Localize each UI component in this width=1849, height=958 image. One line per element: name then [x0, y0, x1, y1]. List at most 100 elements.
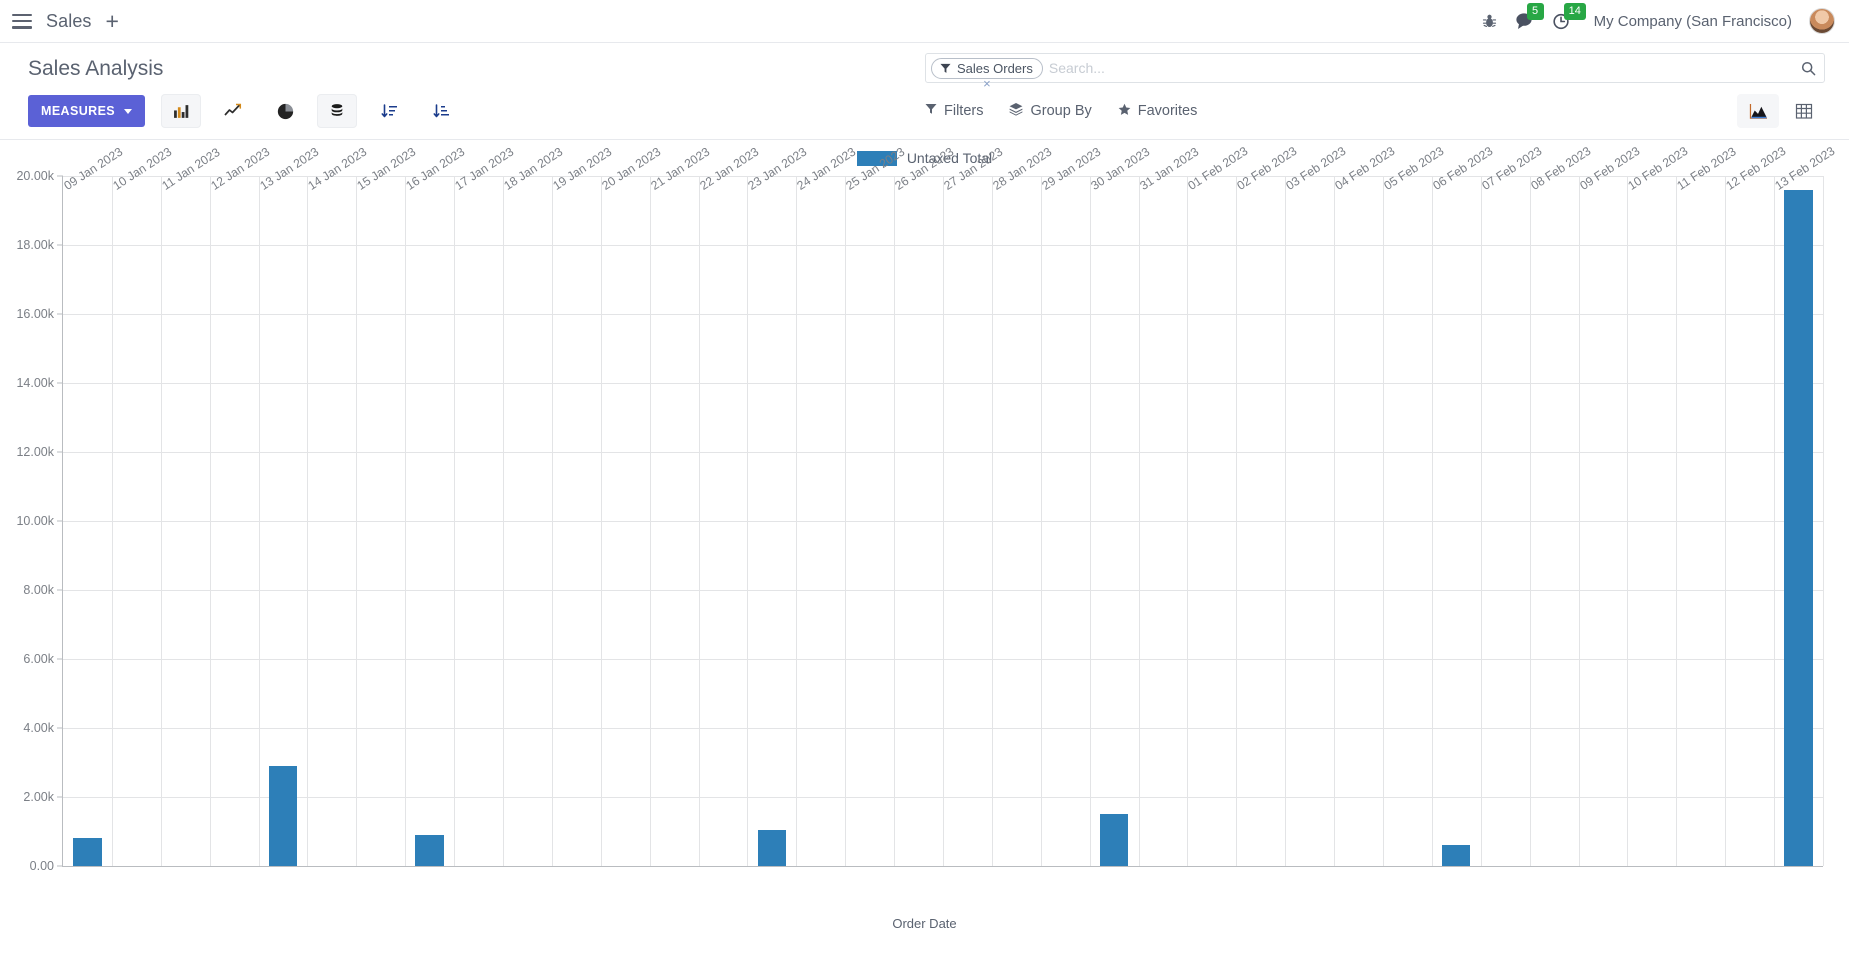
grid-line-vertical	[796, 176, 798, 866]
grid-line-vertical	[1236, 176, 1238, 866]
chart-bar[interactable]	[1784, 189, 1813, 866]
search-input[interactable]	[1042, 55, 1795, 81]
grid-line-vertical	[943, 176, 944, 866]
graph-view-icon[interactable]	[1737, 94, 1779, 128]
company-name[interactable]: My Company (San Francisco)	[1593, 12, 1792, 30]
chart-bar[interactable]	[757, 829, 787, 866]
legend-label: Untaxed Total	[906, 150, 993, 166]
search-icon[interactable]	[1795, 61, 1816, 76]
grid-line-vertical	[991, 176, 993, 866]
filters-dropdown[interactable]: Filters	[925, 103, 983, 119]
measures-label: Measures	[41, 104, 116, 118]
line-chart-icon[interactable]	[213, 94, 253, 128]
app-name[interactable]: Sales	[46, 10, 92, 31]
messages-badge: 5	[1526, 2, 1544, 20]
chart-bar[interactable]	[268, 765, 298, 866]
grid-line-vertical	[845, 176, 847, 866]
y-axis-tick: 20.00k	[16, 169, 54, 183]
grid-line-vertical	[1089, 176, 1091, 866]
grid-line-vertical	[649, 176, 651, 866]
filter-icon	[940, 63, 951, 74]
grid-line-vertical	[1529, 176, 1531, 866]
bar-chart-icon[interactable]	[161, 94, 202, 128]
top-navbar: Sales + 5 14 My Company (San Francisco)	[0, 0, 1849, 43]
group-by-dropdown[interactable]: Group By	[1009, 102, 1092, 120]
y-axis-tick-mark	[57, 313, 63, 315]
messages-icon[interactable]: 5	[1515, 2, 1544, 31]
grid-line-vertical	[1040, 176, 1042, 866]
chart-bar[interactable]	[415, 834, 444, 866]
y-axis-tick-mark	[57, 244, 63, 246]
chart-plot-area[interactable]: 0.00 2.00k 4.00k 6.00k 8.00k 10.00k 12.00k 14.0…	[16, 144, 1837, 873]
grid-line-vertical	[503, 176, 504, 866]
hamburger-icon[interactable]	[12, 13, 32, 29]
y-axis-tick-mark	[57, 727, 63, 729]
grid-line-vertical	[1480, 176, 1482, 866]
search-bar[interactable]: Sales Orders ×	[925, 53, 1825, 90]
grid-line-vertical	[747, 176, 749, 866]
filter-icon	[925, 103, 937, 119]
grid-line-vertical	[111, 176, 113, 866]
add-tab-button[interactable]: +	[105, 7, 119, 34]
grid-line-vertical	[600, 176, 602, 866]
filters-label: Filters	[944, 103, 984, 119]
y-axis-tick-mark	[57, 382, 63, 384]
search-options: Filters Group By Favorites	[925, 102, 1197, 120]
favorites-dropdown[interactable]: Favorites	[1118, 103, 1197, 120]
grid-line-vertical	[356, 176, 358, 866]
measures-button[interactable]: Measures	[28, 95, 146, 127]
chart-type-button-group	[161, 94, 461, 128]
grid-line-vertical	[698, 176, 700, 866]
grid-line-vertical	[1774, 176, 1776, 866]
grid-line-vertical	[894, 176, 896, 866]
y-axis-tick: 0.00	[29, 859, 54, 873]
stacked-icon[interactable]	[317, 94, 358, 128]
pivot-view-icon[interactable]	[1783, 94, 1825, 128]
chart-bar[interactable]	[73, 838, 102, 866]
chart-bar[interactable]	[1442, 845, 1471, 866]
y-axis-tick: 16.00k	[16, 307, 54, 321]
grid-line-vertical	[454, 176, 456, 866]
grid-line-vertical	[1138, 176, 1140, 866]
grid-line-vertical	[1431, 176, 1433, 866]
x-axis-title: Order Date	[892, 916, 957, 931]
y-axis-tick-mark	[57, 865, 63, 867]
y-axis-tick: 12.00k	[16, 445, 54, 459]
bug-icon[interactable]	[1481, 13, 1498, 30]
grid-line-vertical	[551, 176, 553, 866]
chart-bar[interactable]	[1099, 814, 1129, 866]
graph-view: Untaxed Total 0.00 2.00k 4.00k 6.00k 8.00k 10…	[0, 140, 1849, 937]
search-facet-sales-orders[interactable]: Sales Orders ×	[931, 57, 1043, 90]
search-facet-remove-icon[interactable]: ×	[983, 75, 991, 91]
grid-line-vertical	[307, 176, 309, 866]
star-icon	[1118, 103, 1131, 120]
group-by-label: Group By	[1030, 103, 1092, 119]
sort-ascending-icon[interactable]	[421, 94, 461, 128]
layers-icon	[1009, 102, 1023, 120]
grid-line-vertical	[1627, 176, 1629, 866]
y-axis-tick-mark	[57, 796, 63, 798]
grid-line-vertical	[1187, 176, 1189, 866]
y-axis-tick: 6.00k	[23, 652, 54, 666]
clock-icon[interactable]: 14	[1552, 2, 1586, 31]
pie-chart-icon[interactable]	[265, 94, 305, 128]
grid-line-vertical	[1823, 176, 1824, 866]
grid-line-vertical	[1676, 176, 1678, 866]
view-switcher	[1737, 94, 1825, 128]
sort-descending-icon[interactable]	[369, 94, 409, 128]
y-axis-tick: 10.00k	[16, 514, 54, 528]
page-title: Sales Analysis	[28, 57, 164, 80]
grid-line-vertical	[258, 176, 260, 866]
activities-badge: 14	[1563, 2, 1586, 20]
grid-line-vertical	[209, 176, 211, 866]
grid-line-vertical	[160, 176, 162, 866]
grid-line-vertical	[1285, 176, 1287, 866]
y-axis-tick-mark	[57, 658, 63, 660]
grid-line-vertical	[1725, 176, 1727, 866]
chart-legend: Untaxed Total	[0, 150, 1849, 166]
grid-line-vertical	[1334, 176, 1336, 866]
avatar[interactable]	[1809, 8, 1835, 34]
search-facet-label: Sales Orders	[957, 60, 1033, 76]
y-axis-tick: 4.00k	[23, 721, 54, 735]
y-axis-tick: 18.00k	[16, 238, 54, 252]
